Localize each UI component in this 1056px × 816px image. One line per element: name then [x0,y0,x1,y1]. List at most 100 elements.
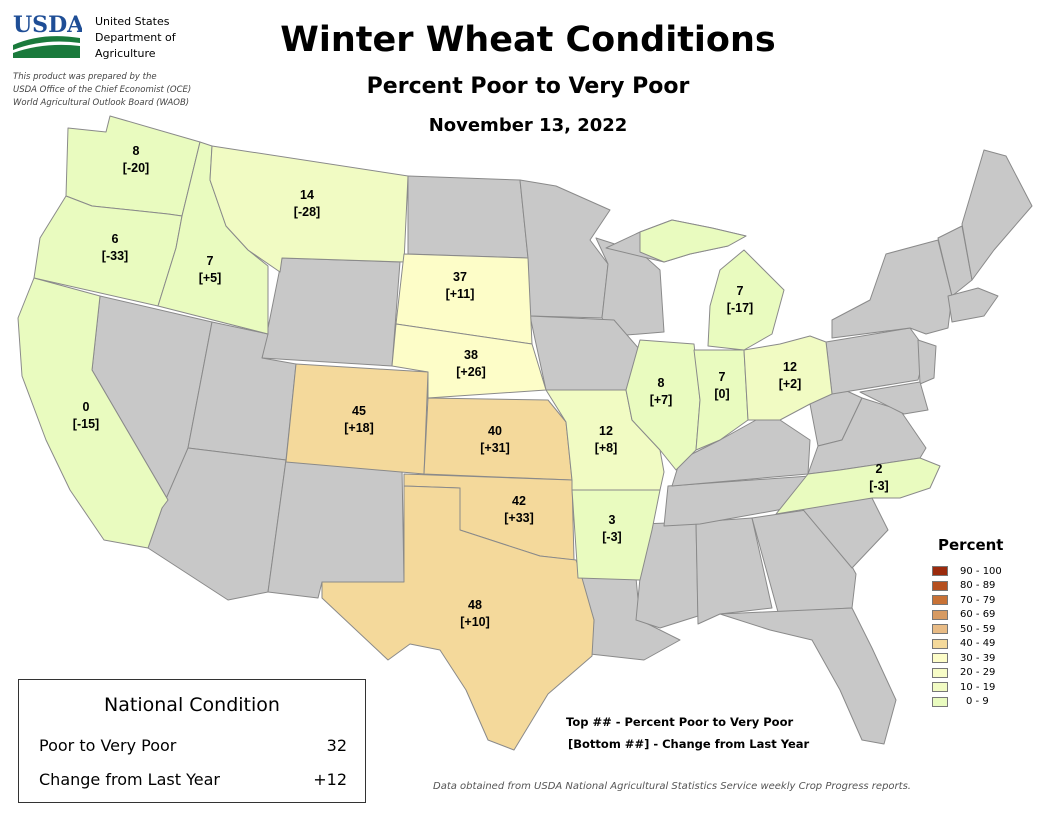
state-change-IL: [+7] [649,393,673,407]
national-row-value: +12 [313,770,347,789]
state-change-IN: [0] [714,387,730,401]
legend-label: 30 - 39 [960,652,996,664]
state-MT [209,145,409,273]
state-change-SD: [+11] [445,287,475,301]
state-NY [831,239,953,339]
legend-swatch [932,696,948,707]
prepared-line-2: USDA Office of the Chief Economist (OCE) [13,85,192,95]
state-value-SD: 37 [453,270,467,284]
key-note-top: Top ## - Percent Poor to Very Poor [566,715,794,729]
state-label-OH: 12 [+2] [779,359,802,393]
state-change-OH: [+2] [778,377,802,391]
state-value-CO: 45 [352,404,366,418]
agency-line-3: Agriculture [95,47,156,60]
state-label-NC: 2 [-3] [869,461,888,495]
legend-swatch [932,638,948,649]
state-value-NE: 38 [464,348,478,362]
legend-title: Percent [938,536,1004,554]
agency-line-2: Department of [95,31,176,44]
legend-item: 10 - 19 [932,680,1042,695]
state-value-AR: 3 [608,513,616,527]
national-row-label: Poor to Very Poor [39,736,177,755]
usda-logo-hill-top [13,36,80,50]
national-condition-box: National Condition Poor to Very Poor 32 … [18,679,366,803]
state-TX [321,485,595,751]
state-label-MT: 14 [-28] [294,187,320,221]
state-label-WA: 8 [-20] [123,143,149,177]
state-change-NC: [-3] [869,479,889,493]
state-MI-north [639,219,747,263]
legend-label: 50 - 59 [960,623,996,635]
legend-item: 50 - 59 [932,622,1042,637]
usda-logo-hill-bottom [13,44,80,58]
state-FL [719,607,897,745]
state-label-MI: 7 [-17] [727,283,753,317]
state-change-OK: [+33] [504,511,534,525]
agency-name: United States Department of Agriculture [95,14,176,62]
legend-swatch [932,624,948,635]
state-label-OR: 6 [-33] [102,231,128,265]
state-value-ID: 7 [206,254,214,268]
state-change-MI: [-17] [726,301,754,315]
map-subtitle: Percent Poor to Very Poor [366,74,690,99]
state-change-KS: [+31] [480,441,510,455]
state-change-ID: [+5] [198,271,222,285]
national-condition-title: National Condition [104,694,280,716]
legend-swatch [932,653,948,664]
state-change-WA: [-20] [122,161,150,175]
state-change-MO: [+8] [594,441,618,455]
legend-swatch [932,682,948,693]
state-label-MO: 12 [+8] [595,423,618,457]
state-value-MT: 14 [300,188,314,202]
state-value-WA: 8 [132,144,140,158]
legend-item: 30 - 39 [932,651,1042,666]
key-notes: Top ## - Percent Poor to Very Poor [Bott… [566,711,809,755]
state-CA [17,277,169,549]
state-value-TX: 48 [468,598,482,612]
legend-swatch [932,609,948,620]
state-change-CA: [-15] [72,417,100,431]
legend-label: 80 - 89 [960,580,996,592]
legend-item: 70 - 79 [932,593,1042,608]
state-DE-MD [859,381,929,415]
state-label-CA: 0 [-15] [73,399,99,433]
legend-swatch [932,580,948,591]
state-label-IN: 7 [0] [714,369,729,403]
national-row-value: 32 [326,736,347,755]
state-change-CO: [+18] [344,421,374,435]
state-change-TX: [+10] [460,615,490,629]
usda-logo-text: USDA [13,12,82,38]
state-change-NE: [+26] [456,365,486,379]
legend-swatch [932,566,948,577]
legend-label: 0 - 9 [966,696,989,708]
state-label-CO: 45 [+18] [344,403,374,437]
legend-item: 40 - 49 [932,637,1042,652]
state-label-IL: 8 [+7] [650,375,673,409]
legend-label: 20 - 29 [960,667,996,679]
state-label-KS: 40 [+31] [480,423,510,457]
legend-label: 60 - 69 [960,609,996,621]
state-AL [695,517,773,625]
map-title: Winter Wheat Conditions [280,20,776,60]
state-NM [267,459,405,599]
state-AR [571,489,661,581]
agency-line-1: United States [95,15,170,28]
state-MN [519,179,611,319]
prepared-line-3: World Agricultural Outlook Board (WAOB) [13,98,190,108]
state-value-MO: 12 [599,424,613,438]
map-date: November 13, 2022 [428,115,628,136]
legend-item: 0 - 9 [932,695,1042,710]
state-KY [671,419,811,487]
state-label-SD: 37 [+11] [446,269,475,303]
legend-swatch [932,667,948,678]
state-value-KS: 40 [488,424,502,438]
national-row-label: Change from Last Year [39,770,220,789]
state-label-NE: 38 [+26] [456,347,486,381]
prepared-line-1: This product was prepared by the [13,72,157,82]
state-label-OK: 42 [+33] [504,493,534,527]
state-value-OR: 6 [111,232,119,246]
state-label-AR: 3 [-3] [602,512,621,546]
state-value-OH: 12 [783,360,797,374]
state-MA-CT-RI [947,287,999,323]
state-WY [261,257,401,367]
